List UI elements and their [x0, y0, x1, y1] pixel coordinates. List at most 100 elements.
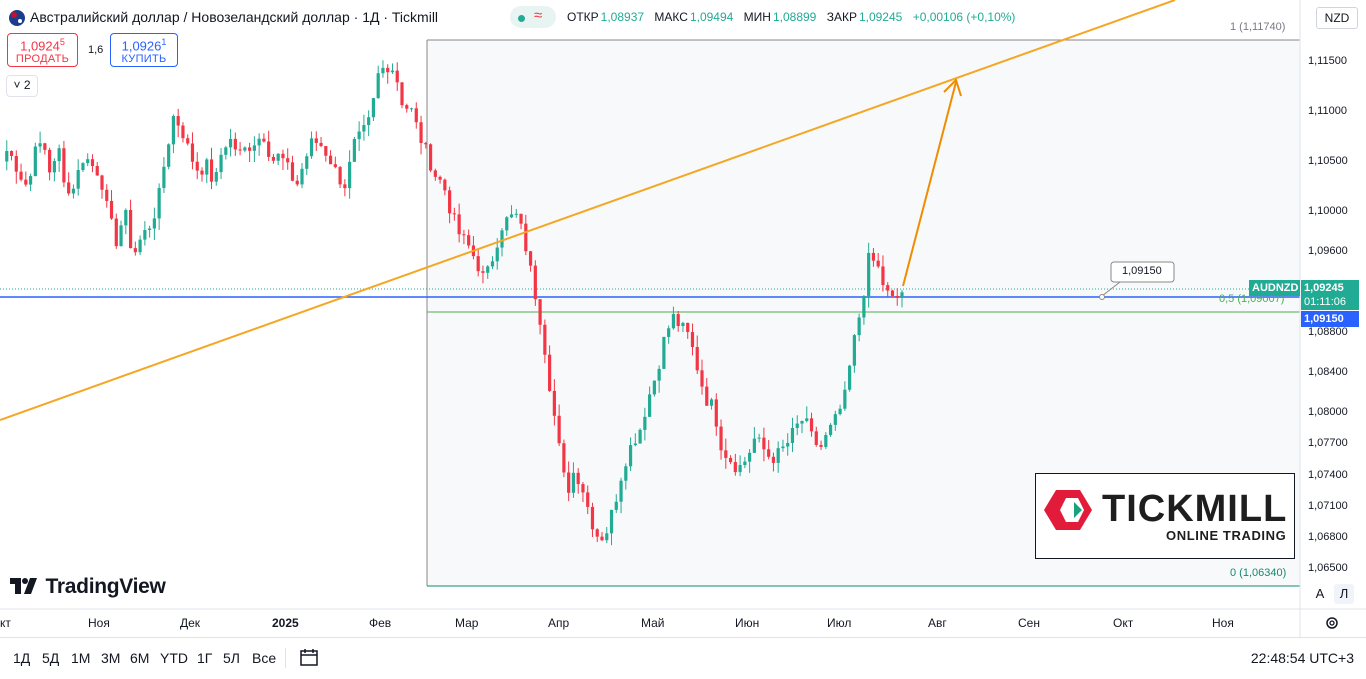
candle-body	[828, 424, 833, 435]
projection-arrow[interactable]	[902, 81, 957, 287]
buy-button[interactable]: 1,09261 КУПИТЬ	[110, 33, 178, 67]
candle-body	[662, 336, 666, 369]
ohlc-open-value: 1,08937	[600, 10, 645, 24]
timeframe-3m-button[interactable]: 3М	[101, 650, 121, 666]
timeframe-ytd-button[interactable]: YTD	[160, 650, 188, 666]
price-callout-box[interactable]	[1110, 261, 1175, 283]
candle-body	[176, 116, 180, 126]
price-tick: 1,06500	[1308, 562, 1348, 574]
currency-selector[interactable]: NZD	[1316, 7, 1358, 29]
candle-body	[419, 122, 423, 143]
fib-level-05-label: 0,5 (1,09007)	[1219, 293, 1285, 305]
candle-body	[819, 444, 823, 447]
candle-body	[771, 456, 776, 463]
candle-body	[233, 138, 237, 150]
timeframe-5y-button[interactable]: 5Л	[223, 650, 240, 666]
symbol-tag: AUDNZD	[1249, 280, 1300, 296]
candle-body	[643, 416, 647, 430]
market-open-dot	[518, 15, 525, 22]
price-callout-pointer	[1101, 281, 1121, 297]
candle-body	[567, 472, 571, 493]
price-tick: 1,10000	[1308, 205, 1348, 217]
timeframe-1d-button[interactable]: 1Д	[13, 650, 31, 666]
price-tick: 1,10500	[1308, 155, 1348, 167]
sell-button[interactable]: 1,09245 ПРОДАТЬ	[7, 33, 78, 67]
ohlc-high-value: 1,09494	[689, 10, 734, 24]
candle-body	[314, 138, 318, 143]
candle-body	[543, 324, 547, 355]
buy-label: КУПИТЬ	[121, 53, 167, 66]
candle-body	[719, 426, 723, 451]
candle-body	[600, 536, 604, 541]
price-callout-text: 1,09150	[1122, 265, 1162, 277]
candle-body	[271, 156, 276, 161]
candle-body	[128, 209, 133, 249]
tradingview-logo[interactable]: TradingView	[10, 575, 166, 599]
candle-body	[376, 73, 380, 99]
candle-body	[533, 265, 537, 300]
candle-body	[90, 159, 95, 167]
candle-body	[157, 188, 161, 219]
candle-body	[357, 131, 361, 140]
candle-body	[319, 142, 323, 147]
candle-body	[790, 427, 795, 443]
candle-body	[286, 158, 290, 163]
candle-body	[100, 175, 104, 190]
candle-body	[186, 138, 190, 144]
candle-body	[800, 421, 804, 424]
candle-body	[405, 105, 409, 109]
log-scale-button[interactable]: Л	[1334, 584, 1354, 604]
candle-body	[805, 418, 809, 422]
candle-body	[767, 449, 771, 457]
last-price-tag: 1,09245	[1301, 280, 1359, 296]
ohlc-low-label: МИН	[743, 10, 771, 24]
time-tick: Авг	[928, 616, 947, 630]
trend-line[interactable]	[0, 0, 1176, 421]
timeframe-1m-button[interactable]: 1М	[71, 650, 91, 666]
buy-price-sup: 1	[161, 37, 167, 47]
candle-body	[714, 399, 718, 427]
candle-body	[281, 153, 285, 159]
price-tick: 1,11000	[1308, 105, 1347, 117]
timeframe-1y-button[interactable]: 1Г	[197, 650, 213, 666]
candle-body	[71, 188, 76, 194]
sell-price-sup: 5	[59, 37, 65, 47]
candle-body	[467, 235, 471, 246]
candle-body	[38, 143, 42, 147]
candle-body	[638, 429, 642, 444]
timeframe-6m-button[interactable]: 6М	[130, 650, 150, 666]
date-range-calendar-icon[interactable]	[299, 647, 319, 667]
symbol-title[interactable]: Австралийский доллар / Новозеландский до…	[30, 9, 439, 25]
timeframe-all-button[interactable]: Все	[252, 650, 277, 666]
market-status-pill[interactable]	[510, 6, 556, 28]
candle-body	[162, 166, 166, 189]
candle-body	[424, 142, 428, 145]
candle-body	[690, 332, 695, 348]
settings-gear-icon[interactable]	[1324, 615, 1340, 631]
candle-body	[209, 159, 214, 182]
candle-body	[733, 462, 737, 473]
candle-body	[438, 176, 442, 180]
candle-body	[409, 108, 414, 110]
candle-body	[124, 209, 128, 226]
auto-scale-button[interactable]: A	[1315, 586, 1325, 601]
candle-body	[262, 138, 266, 142]
candle-body	[443, 179, 447, 191]
candle-body	[300, 168, 304, 185]
tradingview-logo-icon	[10, 578, 37, 594]
candle-body	[776, 448, 780, 463]
candle-body	[448, 190, 452, 214]
timeframe-5d-button[interactable]: 5Д	[42, 650, 60, 666]
time-tick: Май	[641, 616, 665, 630]
time-tick: Мар	[455, 616, 479, 630]
indicators-toggle-button[interactable]: ˅ 2	[6, 75, 38, 97]
candle-body	[748, 452, 752, 462]
candle-body	[143, 229, 147, 240]
candle-body	[348, 161, 352, 189]
utc-clock[interactable]: 22:48:54 UTC+3	[1250, 650, 1354, 666]
candle-body	[900, 292, 904, 298]
fib-level-1-label: 1 (1,11740)	[1230, 21, 1286, 33]
chart-canvas[interactable]	[0, 0, 1366, 637]
toolbar-divider	[285, 648, 286, 668]
candle-body	[167, 144, 171, 167]
